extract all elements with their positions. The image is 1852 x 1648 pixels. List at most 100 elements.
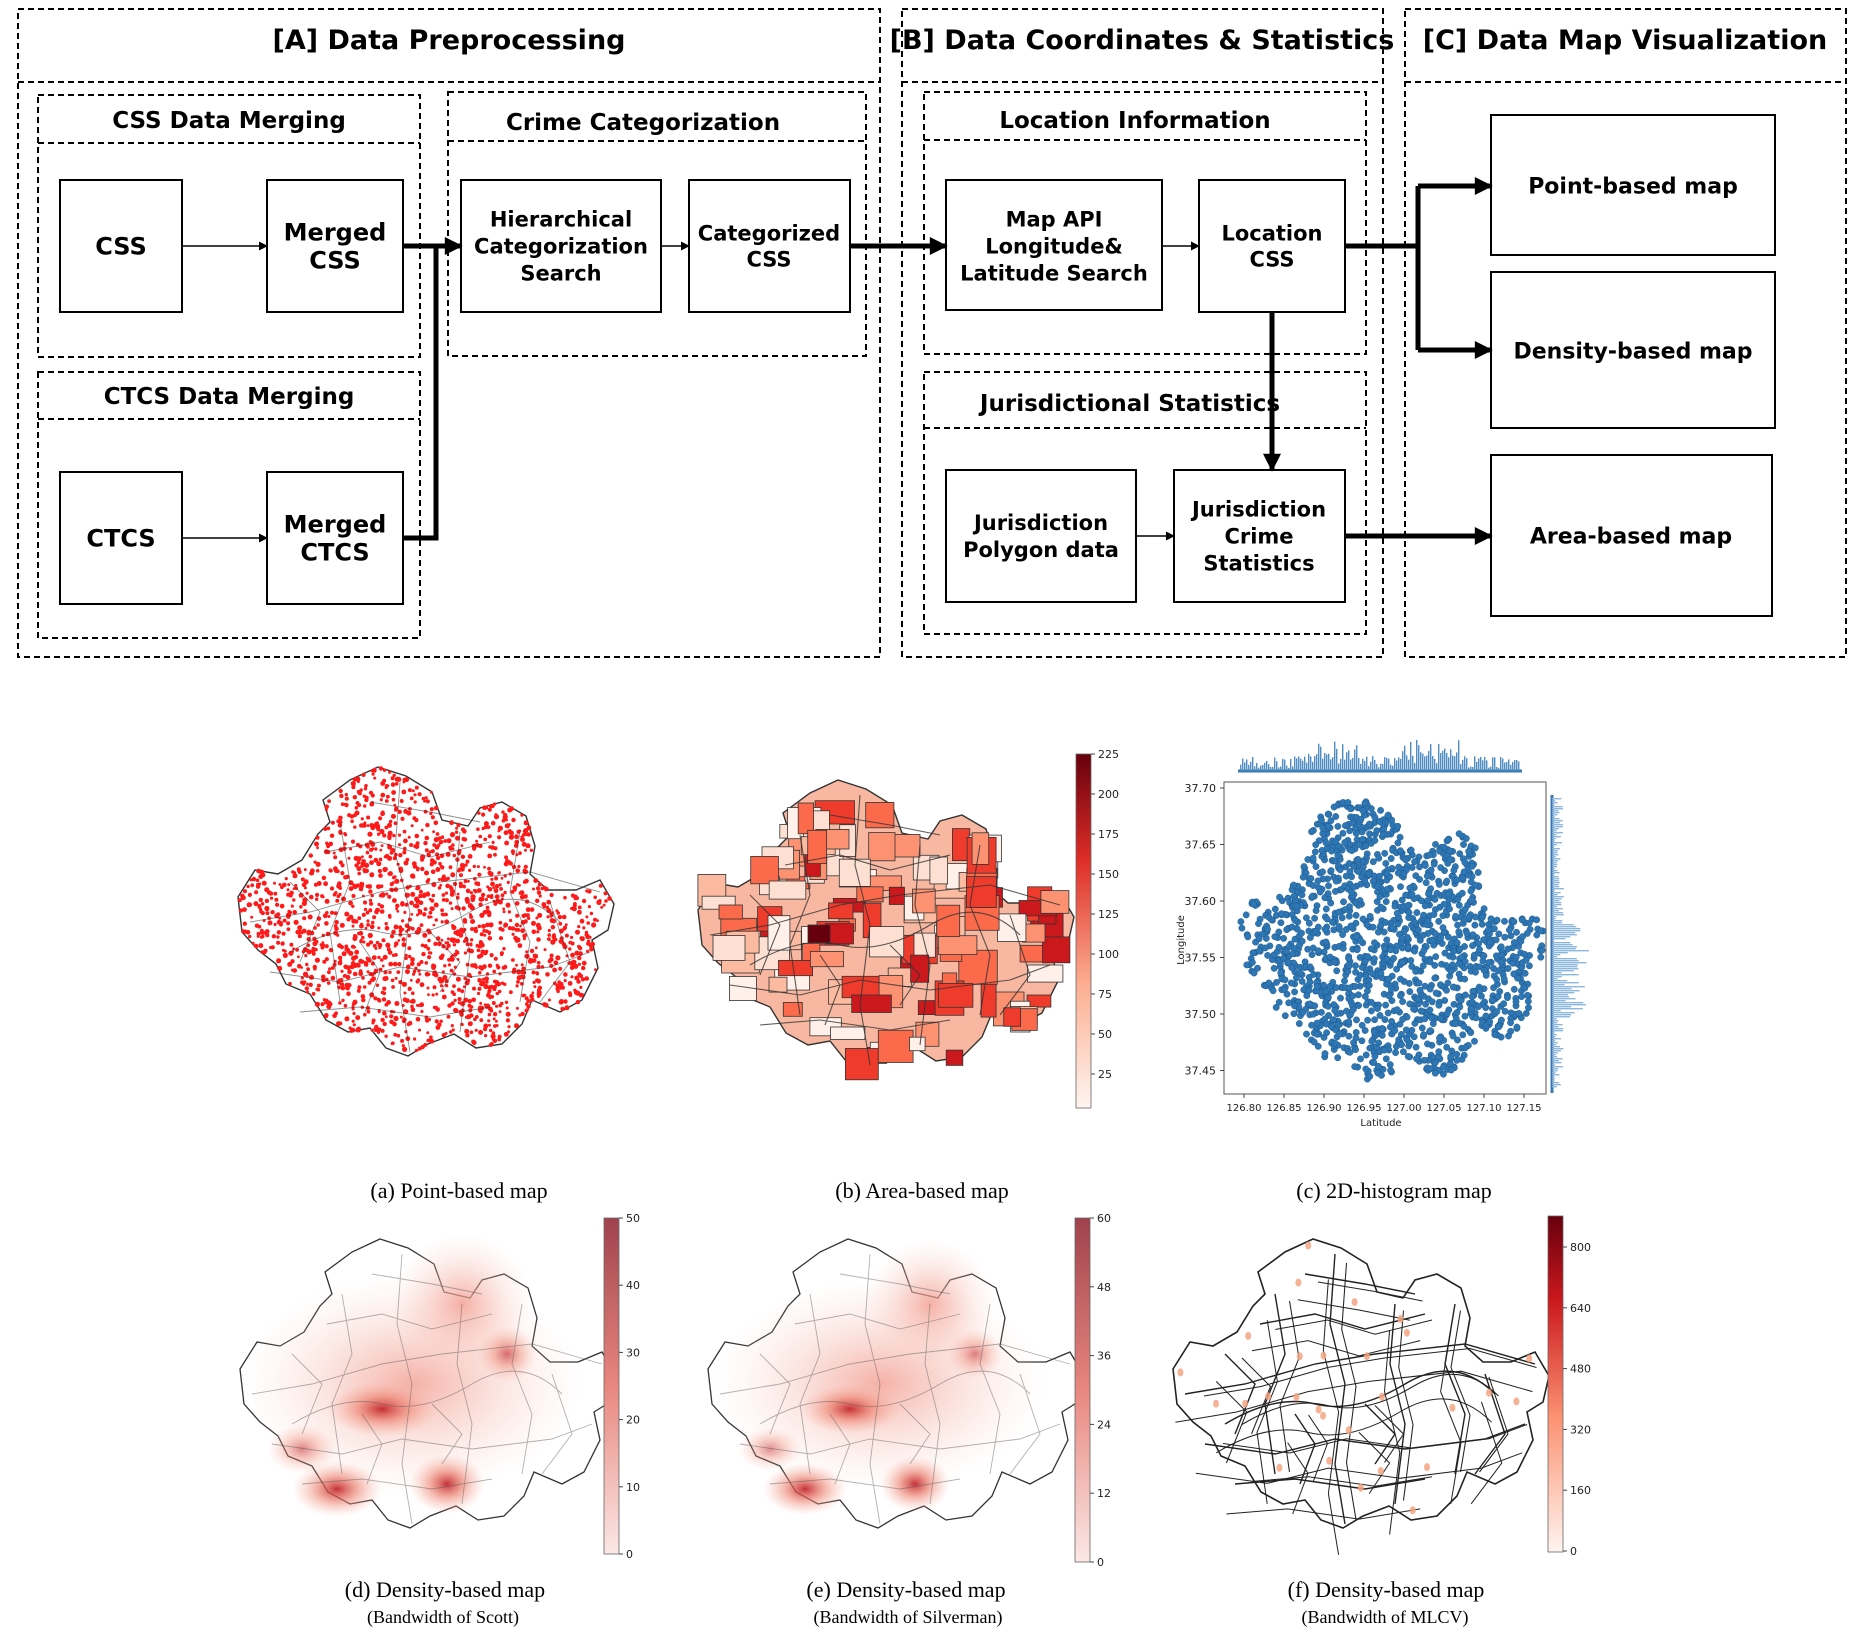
panel-c-caption: (c) 2D-histogram map [1296,1178,1492,1203]
group-css-merging-frame [37,94,421,358]
panel-c-y-tick-label: 37.70 [1185,782,1217,795]
panel-e-colorbar-ticks: 60 48 36 24 12 0 [1090,1212,1111,1569]
panel-b-colorbar-tick-label: 75 [1098,988,1112,1001]
panel-c-xlabel: Latitude [1360,1118,1401,1129]
panel-d-colorbar-tick-label: 20 [626,1414,640,1427]
group-crime-categorization-frame [447,91,867,357]
section-c-title: [C] Data Map Visualization [1423,25,1827,56]
box-merged-ctcs-label: Merged CTCS [284,510,387,566]
box-merged-css [266,179,404,313]
section-c-frame [1404,8,1847,658]
panel-d-subcaption: (Bandwidth of Scott) [367,1607,519,1628]
panel-d-caption: (d) Density-based map [345,1577,545,1602]
panel-c-ylabel: Longitude [1176,915,1187,965]
panel-b-colorbar-tick-label: 150 [1098,868,1119,881]
box-css [59,179,183,313]
panel-e-subcaption: (Bandwidth of Silverman) [814,1607,1003,1628]
panel-f-colorbar-ticks: 800 640 480 320 160 0 [1563,1241,1591,1558]
panel-c-y-tick-label: 37.60 [1185,895,1217,908]
box-jurisdiction-polygon-label: Jurisdiction Polygon data [963,511,1119,562]
panel-b-jurisdiction-cells [697,800,1071,1081]
box-location-css-label: Location CSS [1221,221,1322,271]
panel-b-caption: (b) Area-based map [835,1178,1008,1203]
group-ctcs-merging-title: CTCS Data Merging [104,384,355,410]
panel-c-y-tick-label: 37.45 [1185,1065,1217,1078]
section-b-frame [901,8,1384,658]
group-css-merging-title: CSS Data Merging [112,108,346,134]
panel-b-colorbar-tick-label: 200 [1098,788,1119,801]
panel-b-colorbar-tick-label: 100 [1098,948,1119,961]
panel-d-colorbar-tick-label: 10 [626,1481,640,1494]
panel-c-y-tick-label: 37.50 [1185,1008,1217,1021]
panel-c-scatter-points [1237,798,1547,1083]
panel-c-x-ticks: 126.80 126.85 126.90 126.95 127.00 127.05 127.… [1227,1094,1542,1114]
panel-e-colorbar [1074,1217,1091,1563]
section-a-frame [17,8,881,658]
panel-b-colorbar-tick-label: 125 [1098,908,1119,921]
panel-c-x-tick-label: 126.80 [1227,1103,1262,1114]
panel-c-top-histogram [1240,739,1520,771]
box-hierarchical-search-label: Hierarchical Categorization Search [474,207,648,285]
section-a-title: [A] Data Preprocessing [272,25,625,56]
panel-e-colorbar-tick-label: 12 [1097,1487,1111,1500]
connector-merged-ctcs [403,246,439,541]
box-merged-css-label: Merged CSS [284,218,387,274]
panel-d-colorbar [603,1217,620,1555]
panel-b-colorbar-tick-label: 25 [1098,1068,1112,1081]
box-merged-ctcs [266,471,404,605]
panel-f-density-mlcv: 800 640 480 320 160 0 [1172,1215,1591,1558]
box-categorized-css [688,179,851,313]
section-b-title: [B] Data Coordinates & Statistics [890,25,1395,56]
panel-f-caption: (f) Density-based map [1288,1577,1485,1602]
panel-c-x-tick-label: 126.85 [1267,1103,1302,1114]
box-density-map-label: Density-based map [1513,340,1752,365]
panel-c-x-tick-label: 126.90 [1307,1103,1342,1114]
panel-d-colorbar-tick-label: 0 [626,1548,633,1561]
group-jurisdictional-statistics-frame [923,371,1367,635]
panel-d-colorbar-tick-label: 40 [626,1279,640,1292]
panel-b-colorbar [1075,753,1092,1109]
panel-d-density-scott: 50 40 30 20 10 0 [239,1212,640,1561]
panel-f-density-spots [1177,1241,1533,1515]
panel-c-x-tick-label: 127.15 [1507,1103,1542,1114]
box-css-label: CSS [95,232,147,260]
box-categorized-css-label: Categorized CSS [698,221,840,271]
box-location-css [1198,179,1346,313]
panel-b-colorbar-tick-label: 50 [1098,1028,1112,1041]
panel-d-colorbar-tick-label: 30 [626,1346,640,1359]
panel-c-x-tick-label: 127.05 [1427,1103,1462,1114]
panel-b-colorbar-ticks: 225 200 175 150 125 100 75 50 25 [1091,748,1119,1081]
panel-f-colorbar-tick-label: 640 [1570,1302,1591,1315]
box-jurisdiction-stats-label: Jurisdiction Crime Statistics [1190,497,1326,575]
panel-b-area-map: 225 200 175 150 125 100 75 50 25 [697,748,1119,1109]
box-density-map [1490,271,1776,429]
group-location-information-title: Location Information [999,108,1270,134]
panel-f-colorbar-tick-label: 800 [1570,1241,1591,1254]
panel-e-colorbar-tick-label: 0 [1097,1556,1104,1569]
box-ctcs [59,471,183,605]
panel-b-colorbar-tick-label: 225 [1098,748,1119,761]
group-crime-categorization-title: Crime Categorization [506,110,780,136]
panel-e-density-silverman: 60 48 36 24 12 0 [707,1212,1111,1569]
box-area-map-label: Area-based map [1530,525,1732,550]
box-map-api [945,179,1163,311]
panel-c-y-tick-label: 37.65 [1185,839,1217,852]
panel-d-colorbar-ticks: 50 40 30 20 10 0 [619,1212,640,1561]
panel-a-caption: (a) Point-based map [370,1178,547,1203]
panel-c-histogram-map: Longitude Latitude 37.7037.6537.6037.553… [1176,739,1589,1129]
panel-e-colorbar-tick-label: 60 [1097,1212,1111,1225]
group-jurisdictional-statistics-title: Jurisdictional Statistics [978,391,1280,417]
panel-e-colorbar-tick-label: 24 [1097,1418,1111,1431]
box-point-map-label: Point-based map [1528,175,1738,200]
panel-f-subcaption: (Bandwidth of MLCV) [1302,1607,1469,1628]
panel-c-x-tick-label: 127.00 [1387,1103,1422,1114]
panel-c-x-tick-label: 127.10 [1467,1103,1502,1114]
box-jurisdiction-polygon [945,469,1137,603]
group-location-information-frame [923,91,1367,355]
panel-c-y-ticks: 37.70 37.65 37.60 37.55 37.50 37.45 [1185,782,1224,1078]
group-ctcs-merging-frame [37,371,421,639]
panel-f-colorbar-tick-label: 0 [1570,1545,1577,1558]
panel-f-colorbar-tick-label: 480 [1570,1363,1591,1376]
panel-f-colorbar-tick-label: 160 [1570,1484,1591,1497]
panel-a-point-map [237,766,615,1057]
